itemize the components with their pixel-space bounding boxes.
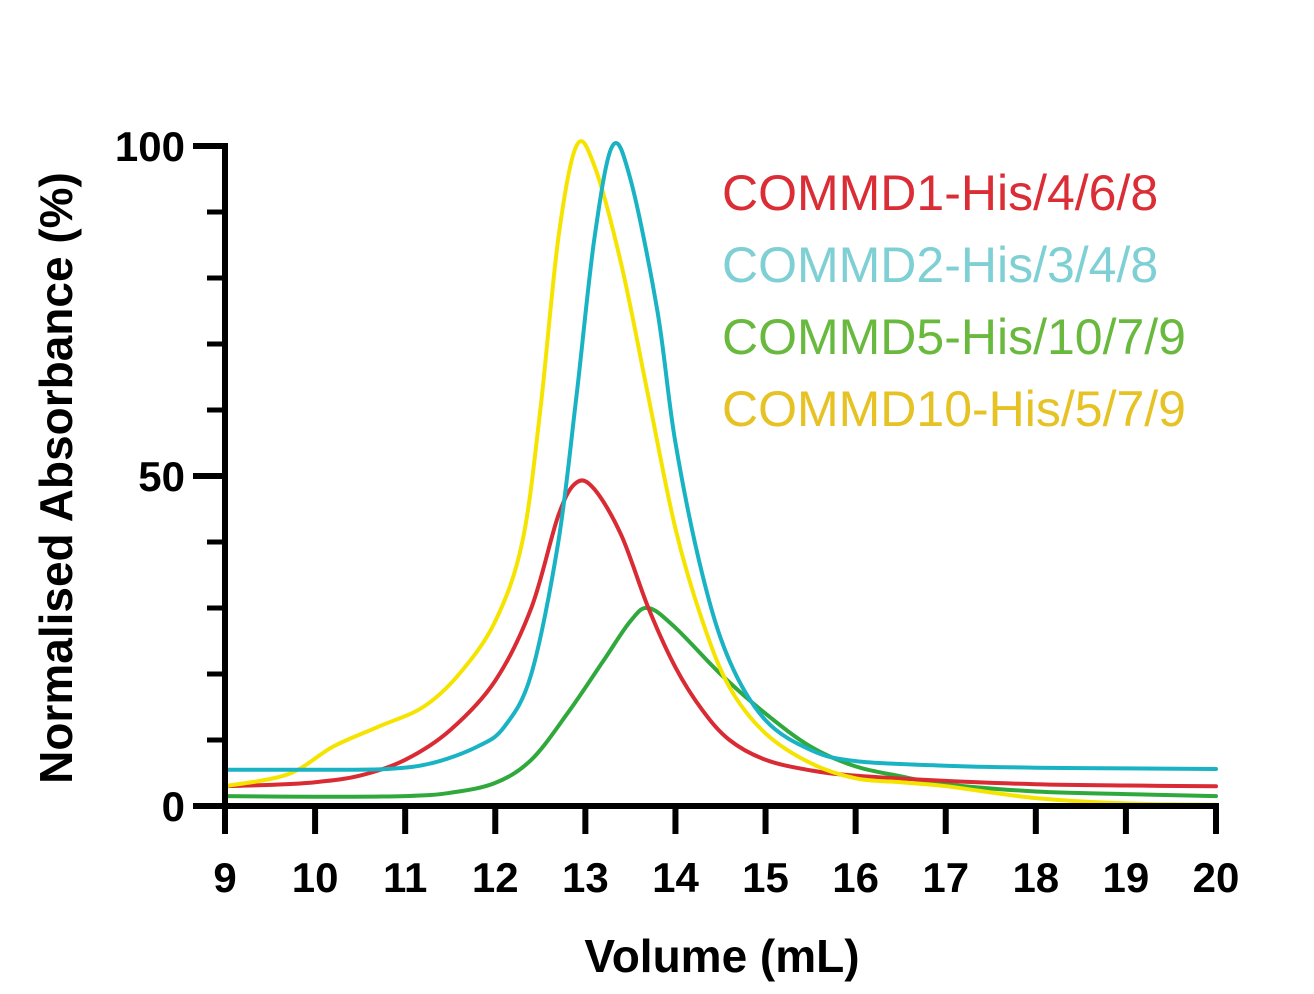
x-tick-label: 20	[1193, 854, 1240, 901]
legend-entry: COMMD2-His/3/4/8	[722, 237, 1158, 293]
x-axis-title: Volume (mL)	[584, 930, 859, 982]
x-tick-label: 15	[742, 854, 789, 901]
series-line-commd5	[223, 605, 1218, 799]
y-tick-label: 0	[162, 783, 185, 830]
legend-entry: COMMD1-His/4/6/8	[722, 165, 1158, 221]
x-tick-label: 10	[292, 854, 339, 901]
y-minor-ticks	[207, 209, 225, 743]
axes-group: 0 50 100 9 10 11 12 13 14 15 16 17 18 19 20	[115, 123, 1239, 901]
x-tick-label: 18	[1012, 854, 1059, 901]
series-line-commd10	[223, 139, 1218, 807]
series-line-commd2	[223, 141, 1218, 772]
y-tick-label: 100	[115, 123, 185, 170]
x-tick-label: 12	[472, 854, 519, 901]
x-ticks: 9 10 11 12 13 14 15 16 17 18 19 20	[213, 806, 1239, 901]
y-tick-label: 50	[138, 453, 185, 500]
x-tick-label: 17	[922, 854, 969, 901]
data-series-group	[223, 139, 1218, 807]
legend-entry: COMMD5-His/10/7/9	[722, 309, 1186, 365]
x-tick-label: 19	[1103, 854, 1150, 901]
legend-entry: COMMD10-His/5/7/9	[722, 381, 1186, 437]
x-tick-label: 13	[562, 854, 609, 901]
x-tick-label: 14	[652, 854, 699, 901]
legend: COMMD1-His/4/6/8 COMMD2-His/3/4/8 COMMD5-H…	[722, 165, 1186, 437]
x-tick-label: 16	[832, 854, 879, 901]
x-tick-label: 11	[383, 854, 427, 901]
y-major-ticks: 0 50 100	[115, 123, 225, 830]
series-line-commd1	[223, 478, 1218, 789]
x-tick-label: 9	[213, 854, 236, 901]
y-axis-title: Normalised Absorbance (%)	[30, 172, 82, 784]
